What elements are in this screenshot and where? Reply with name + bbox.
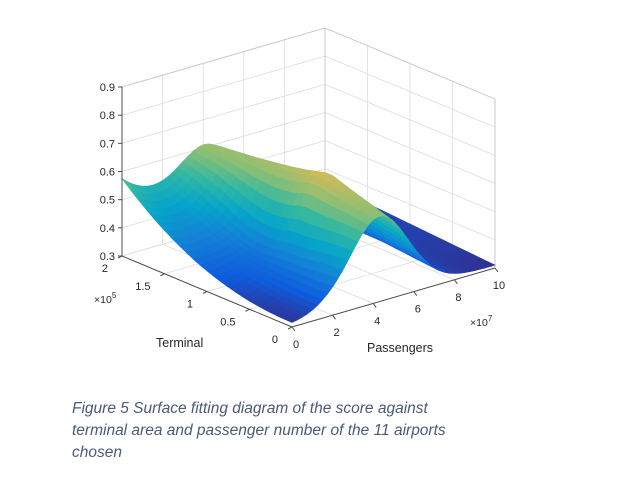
y-axis-exponent: ×105 [94, 291, 117, 306]
z-tick-label: 0.3 [100, 251, 115, 263]
caption-line: chosen [72, 444, 122, 461]
grid-line [324, 168, 496, 241]
figure-caption: Figure 5 Surface fitting diagram of the … [72, 398, 592, 464]
y-tick [160, 273, 165, 277]
z-tick-label: 0.4 [100, 223, 115, 235]
y-tick-label: 1 [187, 299, 193, 311]
y-tick-label: 0 [272, 334, 278, 346]
grid-line [324, 55, 496, 128]
grid-line [121, 55, 326, 116]
box-edge [324, 27, 496, 100]
axis-line [291, 267, 496, 328]
x-tick [291, 326, 296, 332]
box-edge [121, 27, 326, 88]
grid-line [324, 140, 496, 213]
fitted-surface [121, 143, 496, 323]
x-tick-label: 2 [334, 327, 340, 339]
y-tick [245, 308, 250, 312]
y-axis-label: Terminal [156, 336, 203, 350]
y-tick-label: 2 [102, 263, 108, 275]
x-tick [413, 291, 418, 296]
y-tick [287, 326, 293, 330]
x-axis-exponent: ×107 [470, 314, 493, 329]
x-tick-label: 0 [293, 339, 299, 351]
x-tick [494, 267, 499, 273]
z-tick-label: 0.8 [100, 110, 115, 122]
z-tick-label: 0.7 [100, 138, 115, 150]
surface-plot: 0 2 4 6 8 10 0 0.5 1 1.5 2 0.3 0.4 0.5 0.6 0.7 0.8 0.9 Pa… [94, 27, 505, 355]
x-tick [453, 279, 458, 285]
y-tick-label: 1.5 [135, 281, 150, 293]
surface-patch [284, 316, 298, 323]
x-axis-label: Passengers [367, 341, 433, 355]
grid-line [324, 112, 496, 184]
x-tick [332, 314, 337, 320]
z-tick-label: 0.9 [100, 82, 115, 94]
grid-line [121, 83, 326, 144]
grid-line [324, 83, 496, 156]
y-tick-label: 0.5 [220, 316, 235, 328]
z-tick-label: 0.6 [100, 167, 115, 179]
caption-line: Figure 5 Surface fitting diagram of the … [72, 400, 428, 417]
x-tick-label: 4 [374, 315, 380, 327]
x-tick [372, 303, 377, 308]
x-tick-label: 10 [493, 280, 505, 292]
x-tick-label: 8 [455, 292, 461, 304]
grid-line [121, 112, 326, 172]
z-tick-label: 0.5 [100, 195, 115, 207]
y-tick [202, 291, 208, 294]
x-tick-label: 6 [415, 304, 421, 316]
caption-line: terminal area and passenger number of th… [72, 422, 446, 439]
